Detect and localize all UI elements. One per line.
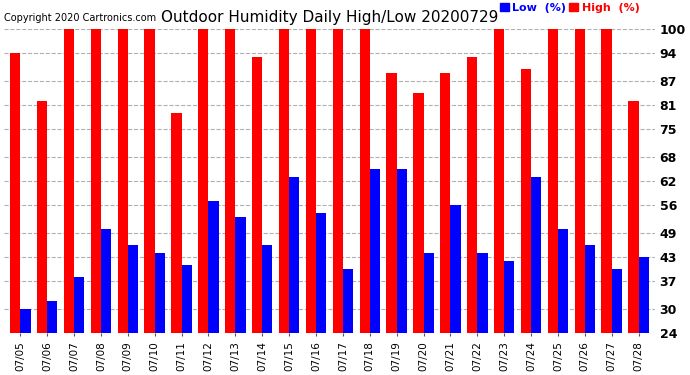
- Bar: [629, 101, 638, 333]
- Title: Outdoor Humidity Daily High/Low 20200729: Outdoor Humidity Daily High/Low 20200729: [161, 10, 498, 25]
- Bar: [37, 101, 47, 333]
- Text: Copyright 2020 Cartronics.com: Copyright 2020 Cartronics.com: [4, 13, 157, 23]
- Bar: [424, 253, 434, 333]
- Bar: [155, 253, 165, 333]
- Bar: [235, 217, 246, 333]
- Bar: [359, 29, 370, 333]
- Bar: [494, 29, 504, 333]
- Bar: [171, 113, 181, 333]
- Bar: [144, 29, 155, 333]
- Bar: [575, 29, 585, 333]
- Legend: Low  (%), High  (%): Low (%), High (%): [500, 3, 640, 12]
- Bar: [558, 229, 568, 333]
- Bar: [20, 309, 30, 333]
- Bar: [413, 93, 424, 333]
- Bar: [477, 253, 488, 333]
- Bar: [585, 245, 595, 333]
- Bar: [316, 213, 326, 333]
- Bar: [343, 269, 353, 333]
- Bar: [101, 229, 111, 333]
- Bar: [306, 29, 316, 333]
- Bar: [117, 29, 128, 333]
- Bar: [181, 265, 192, 333]
- Bar: [451, 205, 461, 333]
- Bar: [10, 53, 20, 333]
- Bar: [638, 257, 649, 333]
- Bar: [74, 277, 84, 333]
- Bar: [467, 57, 477, 333]
- Bar: [47, 301, 57, 333]
- Bar: [386, 73, 397, 333]
- Bar: [370, 169, 380, 333]
- Bar: [128, 245, 138, 333]
- Bar: [548, 29, 558, 333]
- Bar: [198, 29, 208, 333]
- Bar: [252, 57, 262, 333]
- Bar: [289, 177, 299, 333]
- Bar: [333, 29, 343, 333]
- Bar: [521, 69, 531, 333]
- Bar: [225, 29, 235, 333]
- Bar: [262, 245, 273, 333]
- Bar: [397, 169, 407, 333]
- Bar: [504, 261, 515, 333]
- Bar: [64, 29, 74, 333]
- Bar: [208, 201, 219, 333]
- Bar: [602, 29, 612, 333]
- Bar: [90, 29, 101, 333]
- Bar: [440, 73, 451, 333]
- Bar: [612, 269, 622, 333]
- Bar: [279, 29, 289, 333]
- Bar: [531, 177, 541, 333]
